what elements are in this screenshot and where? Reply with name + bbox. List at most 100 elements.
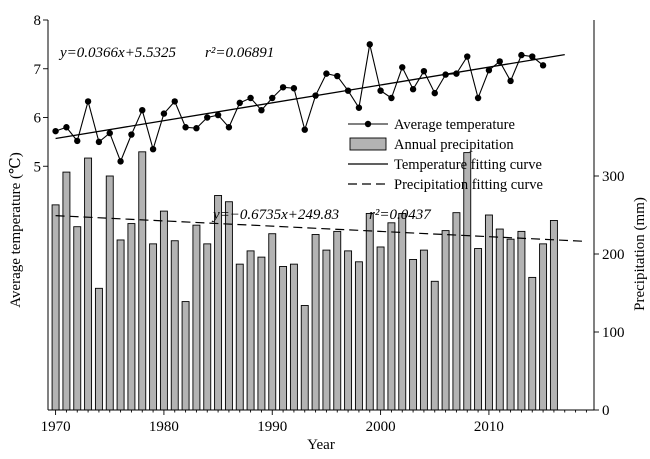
temperature-point [464,53,471,60]
temperature-point [334,72,341,80]
right-tick-label: 200 [602,247,625,263]
precipitation-bar [224,201,233,411]
temperature-point [128,131,135,138]
left-tick-label: 6 [34,111,42,127]
temperature-point [106,129,113,137]
temperature-point [453,70,460,77]
precipitation-fit-line [55,215,587,242]
temperature-point [214,111,222,119]
temperature-point [269,94,276,102]
temperature-point [485,67,493,74]
precipitation-bar [409,259,418,411]
legend-label: Annual precipitation [394,137,514,153]
temperature-point [355,104,363,111]
precipitation-r2: r²=0.0437 [369,207,432,223]
precipitation-equation: y=−0.6735x+249.83 [211,207,339,223]
temperature-point [431,89,438,97]
temperature-point [52,127,59,135]
temperature-point [247,94,254,102]
temperature-point [160,110,168,117]
precipitation-bar [452,212,461,411]
precipitation-bar [94,287,103,411]
precipitation-bar [376,246,385,411]
legend-bar-swatch [349,137,387,151]
x-tick-label: 2000 [366,419,396,435]
legend-label: Average temperature [394,117,515,133]
temperature-point [139,106,146,114]
temperature-point [323,70,330,77]
temperature-point [236,99,243,107]
left-axis-title: Average temperature (℃) [8,152,24,308]
precipitation-bar [127,223,136,411]
precipitation-bar [549,220,558,411]
precipitation-bar [170,240,179,411]
temperature-point [290,85,298,92]
temperature-equation: y=0.0366x+5.5325 [58,45,177,61]
precipitation-bar [419,249,428,411]
precipitation-bar [289,263,298,411]
temperature-point [149,145,157,153]
temperature-point [84,98,92,105]
precipitation-bar [474,248,483,411]
temperature-point [63,124,70,131]
temperature-point [171,98,178,105]
precipitation-bar [105,175,114,411]
left-tick-label: 7 [34,62,42,78]
temperature-point [366,41,373,48]
x-tick-label: 1990 [257,419,287,435]
precipitation-bar [344,250,353,411]
temperature-point [117,158,124,165]
temperature-point [344,87,352,94]
temperature-point [279,84,287,91]
x-tick-label: 1970 [41,419,71,435]
legend-temp-marker [364,120,372,128]
precipitation-bar [430,280,439,411]
precipitation-bar [192,224,201,411]
temperature-point [377,87,384,94]
fitting-curves [55,54,587,242]
x-tick-label: 1980 [149,419,179,435]
temperature-point [388,94,395,102]
temperature-point [420,67,428,75]
temperature-point [409,86,417,93]
temperature-point [399,64,406,71]
precipitation-bar [279,266,288,411]
precipitation-bar [528,276,537,411]
precipitation-bar [441,230,450,411]
x-axis-title: Year [307,437,335,453]
precipitation-bar [84,157,93,411]
right-axis-title: Precipitation (mm) [632,197,648,311]
precipitation-bar [354,261,363,411]
temperature-point [529,53,536,60]
precipitation-bar [246,250,255,411]
precipitation-bar [116,239,125,411]
right-tick-label: 300 [602,169,625,185]
temperature-point [539,62,547,69]
temperature-point [442,71,449,78]
precipitation-bar [311,234,320,411]
legend-label: Precipitation fitting curve [394,177,543,193]
precipitation-bar [268,233,277,411]
left-tick-label: 8 [34,13,42,29]
temperature-point [204,114,211,121]
left-tick-label: 5 [34,159,42,175]
precipitation-bar [506,238,515,411]
temperature-series [52,41,547,165]
precipitation-bars [51,151,558,411]
temperature-fit-line [55,54,565,140]
temperature-point [312,92,319,99]
axes [43,19,599,415]
precipitation-bar [300,305,309,411]
precipitation-bar [387,222,396,411]
right-tick-label: 100 [602,325,625,341]
precipitation-bar [138,151,147,411]
precipitation-bar [181,301,190,411]
precipitation-bar [73,226,82,411]
temperature-point [474,94,482,102]
precipitation-bar [51,204,60,411]
precipitation-bar [235,263,244,411]
precipitation-bar [495,228,504,411]
temperature-point [182,124,189,131]
